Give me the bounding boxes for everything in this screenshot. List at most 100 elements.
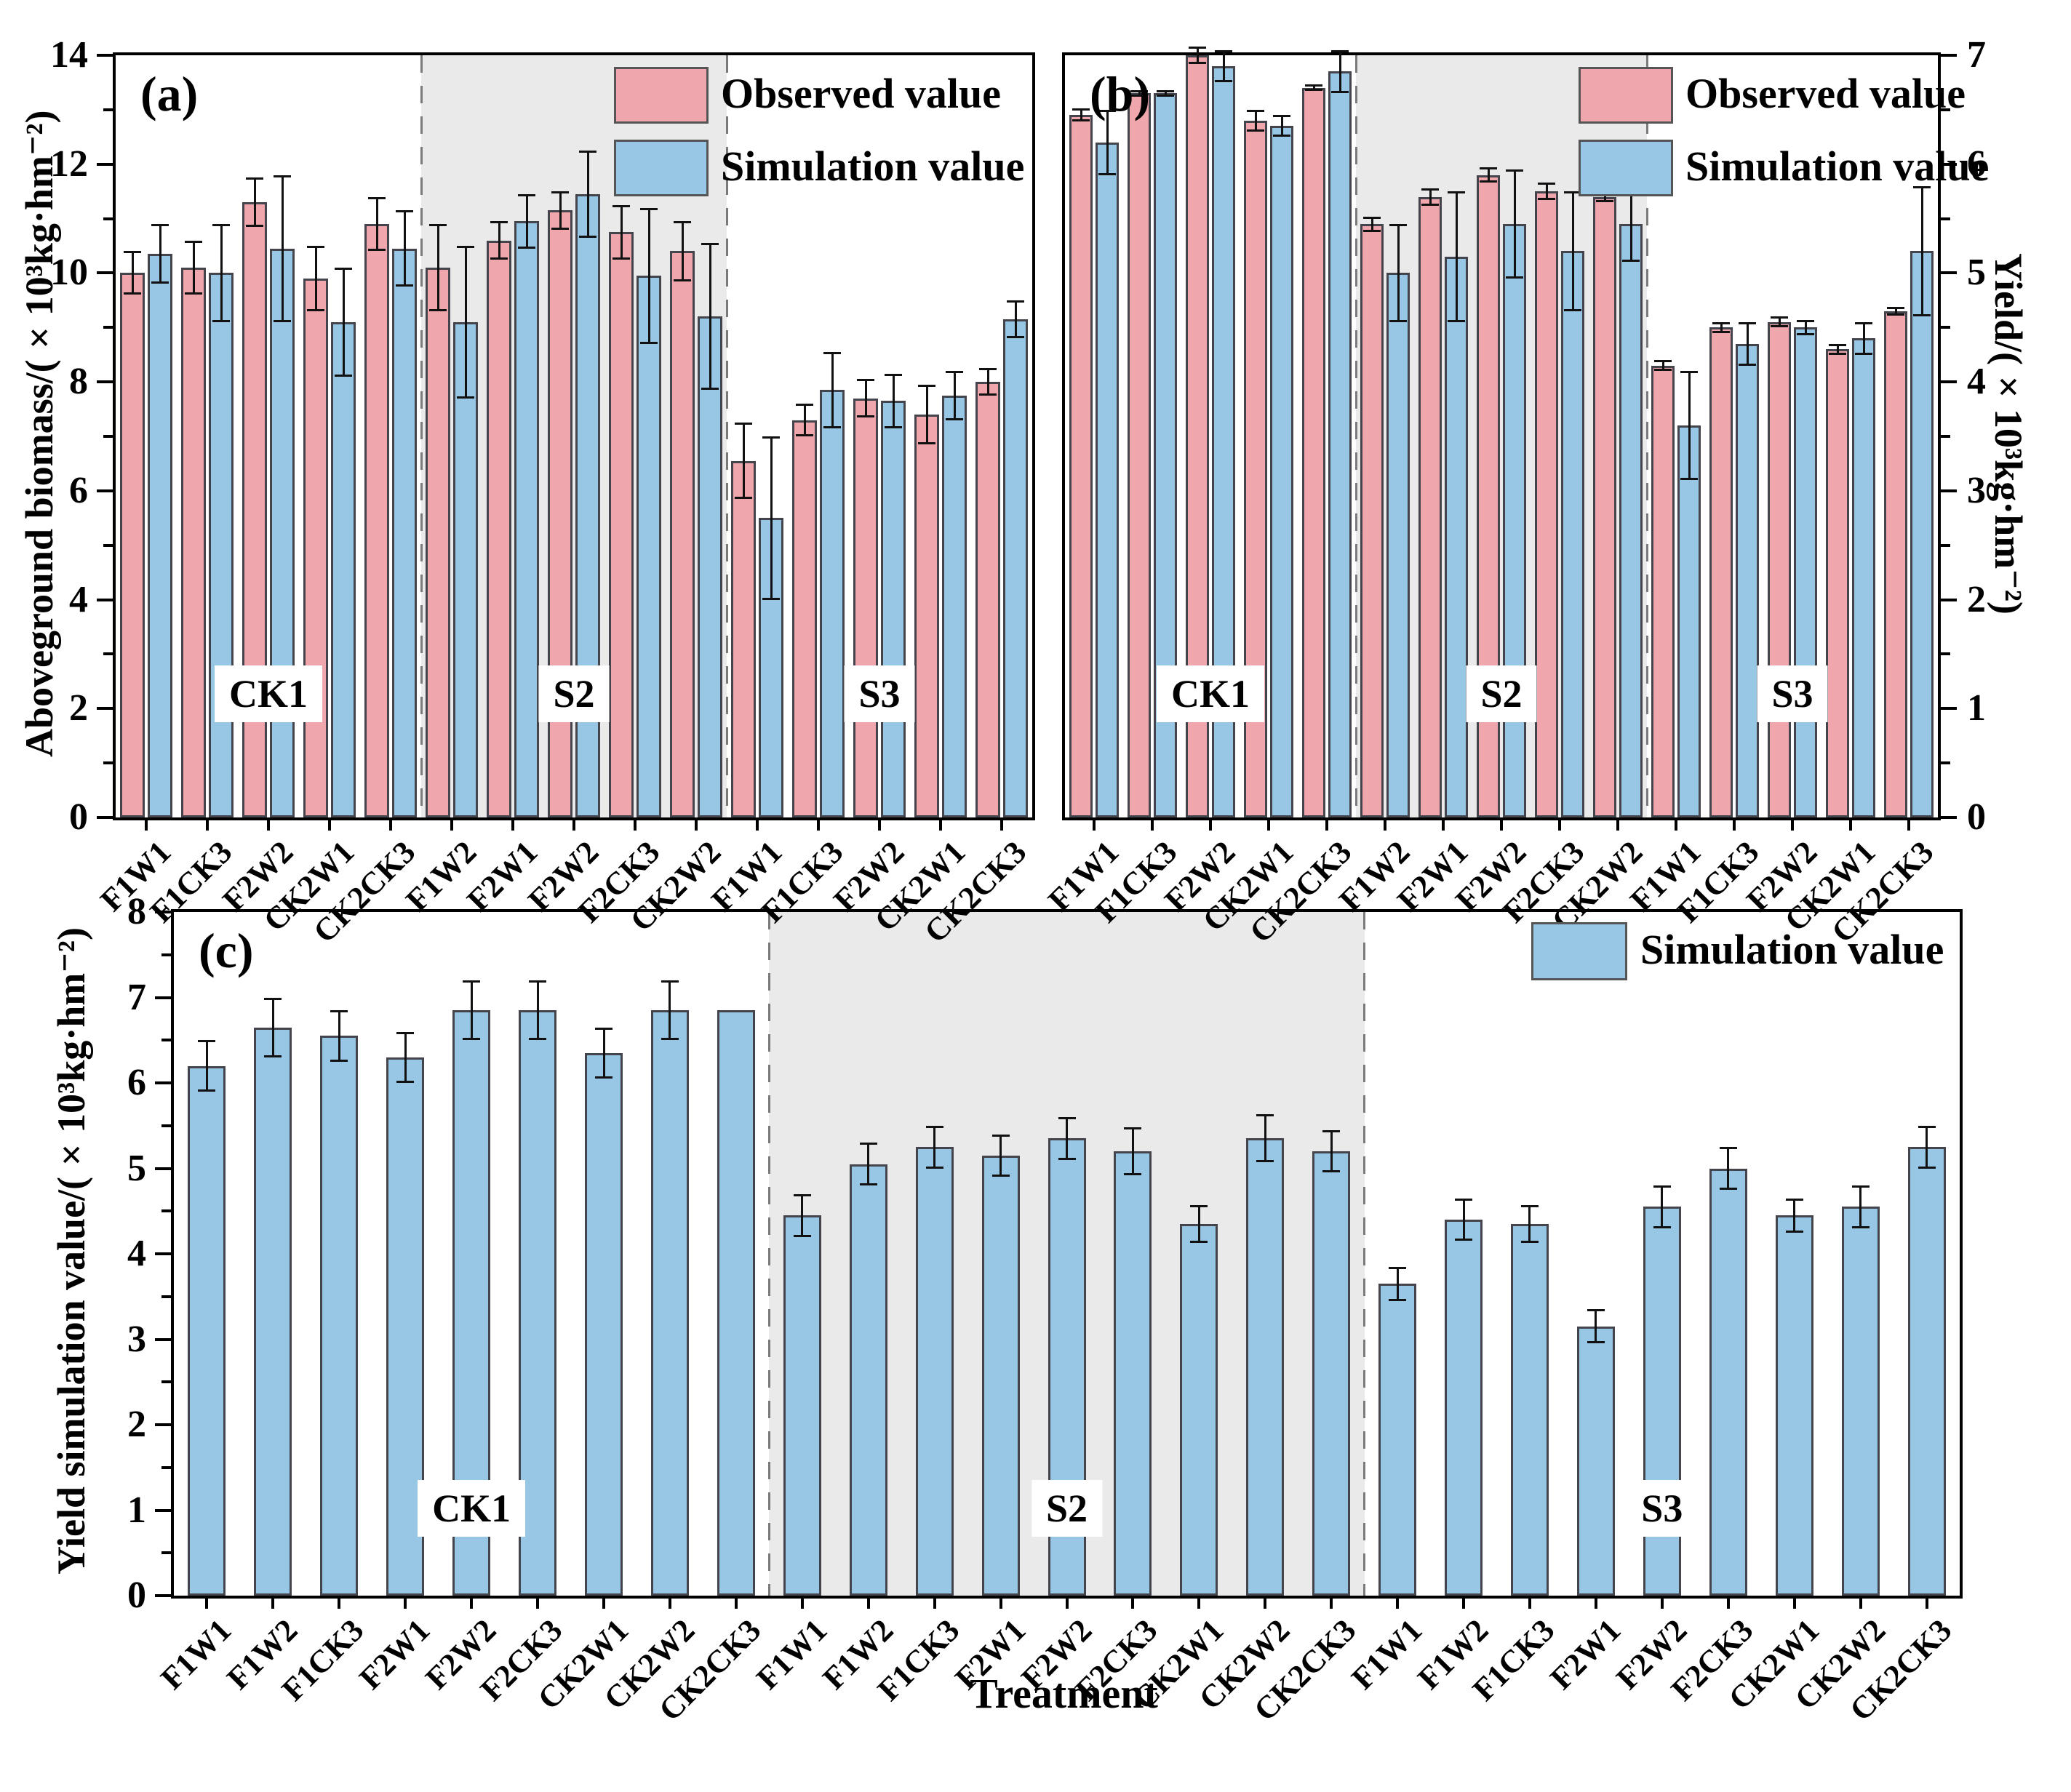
- error-bar-line: [1926, 1125, 1928, 1169]
- bar-simulation-S2-F1W2: [453, 321, 478, 817]
- y-tick-label-0: 0: [69, 796, 88, 838]
- error-bar-cap-top: [979, 368, 997, 371]
- error-bar-cap-bottom: [1247, 129, 1264, 132]
- group-separator: [725, 55, 728, 817]
- y-tick-label-2: 2: [69, 687, 88, 729]
- error-bar-cap-bottom: [1072, 119, 1090, 122]
- y-minor-tick: [1941, 435, 1950, 438]
- error-bar-cap-top: [457, 246, 474, 248]
- y-major-tick: [1941, 380, 1957, 384]
- x-tick-F2W2: [572, 820, 575, 831]
- legend-swatch-observed: [614, 67, 709, 124]
- y-major-tick: [97, 816, 113, 819]
- error-bar-cap-top: [1190, 1205, 1208, 1208]
- y-major-tick: [97, 707, 113, 711]
- error-bar-line: [192, 240, 195, 295]
- x-tick-F1W1: [800, 1599, 804, 1609]
- error-bar-cap-bottom: [1855, 352, 1872, 355]
- error-bar-cap-top: [1653, 1185, 1671, 1188]
- error-bar-cap-bottom: [335, 374, 352, 377]
- panel-b-letter: (b): [1090, 66, 1151, 121]
- x-tick-CK2W2: [668, 1599, 671, 1609]
- error-bar-cap-top: [1124, 1127, 1142, 1130]
- error-bar-line: [1595, 1309, 1597, 1344]
- bar-simulation-S3-CK2W2: [1841, 1207, 1880, 1596]
- error-bar-cap-bottom: [1190, 1240, 1208, 1243]
- bar-observed-S2-F2W1: [487, 240, 511, 817]
- bar-simulation-S2-F2CK3: [1114, 1151, 1152, 1596]
- error-bar-cap-bottom: [796, 434, 813, 436]
- error-bar-line: [498, 221, 500, 260]
- error-bar-cap-bottom: [264, 1055, 282, 1057]
- bar-simulation-S3-F2W1: [1576, 1326, 1615, 1596]
- x-tick-F2W2: [878, 820, 881, 831]
- error-bar-line: [1164, 89, 1167, 97]
- y-tick-label-4: 4: [1967, 361, 1986, 403]
- group-label-CK1: CK1: [418, 1480, 526, 1537]
- error-bar-line: [1487, 167, 1490, 183]
- error-bar-line: [1746, 321, 1749, 366]
- error-bar-line: [864, 379, 867, 417]
- error-bar-line: [436, 224, 439, 311]
- x-tick-F1W2: [1462, 1599, 1466, 1609]
- x-tick-F2W2: [1500, 820, 1503, 831]
- error-bar-cap-bottom: [529, 1038, 547, 1041]
- error-bar-line: [586, 151, 589, 238]
- error-bar-cap-top: [579, 151, 596, 153]
- error-bar-cap-top: [946, 371, 963, 374]
- panel-b-y-axis-title: Yield/(×10³kg·hm⁻²): [1987, 252, 2030, 615]
- bar-simulation-S2-F2W2: [575, 193, 600, 817]
- bar-simulation-S3-CK2W1: [1775, 1215, 1813, 1596]
- y-tick-label-12: 12: [50, 143, 88, 185]
- x-tick-F2W1: [1442, 820, 1445, 831]
- bar-observed-CK1-F1CK3: [181, 267, 206, 817]
- error-bar-cap-bottom: [1448, 319, 1465, 322]
- error-bar-cap-bottom: [1305, 89, 1322, 92]
- error-bar-cap-top: [335, 267, 352, 270]
- x-tick-CK2W1: [328, 820, 331, 831]
- x-tick-F1CK3: [1528, 1599, 1531, 1609]
- error-bar-cap-top: [918, 384, 935, 387]
- bar-simulation-S3-CK2CK3: [1003, 319, 1028, 817]
- x-tick-F2W2: [1791, 820, 1794, 831]
- error-bar-cap-bottom: [151, 281, 169, 284]
- error-bar-line: [525, 193, 528, 249]
- bar-simulation-CK1-CK2CK3: [717, 1010, 755, 1596]
- error-bar-cap-bottom: [1587, 1341, 1605, 1344]
- error-bar-cap-bottom: [1331, 91, 1349, 94]
- x-tick-CK2CK3: [389, 820, 392, 831]
- error-bar-cap-top: [674, 221, 691, 224]
- error-bar-cap-bottom: [1058, 1157, 1076, 1160]
- bar-observed-CK1-CK2CK3: [1302, 87, 1325, 817]
- error-bar-line: [205, 1040, 208, 1092]
- y-tick-label-7: 7: [127, 976, 146, 1018]
- bar-observed-S2-F2CK3: [609, 232, 634, 817]
- group-label-S3: S3: [1627, 1480, 1698, 1537]
- error-bar-cap-top: [1855, 321, 1872, 324]
- error-bar-line: [867, 1143, 870, 1185]
- y-minor-tick: [103, 435, 113, 438]
- error-bar-cap-top: [1712, 321, 1730, 324]
- bar-simulation-S2-F2W1: [1445, 256, 1468, 817]
- bar-simulation-S3-F2W2: [881, 401, 906, 817]
- error-bar-line: [1603, 191, 1606, 203]
- x-tick-F2W2: [1209, 820, 1212, 831]
- legend-label-observed: Observed value: [1685, 70, 1966, 117]
- error-bar-line: [338, 1010, 340, 1062]
- error-bar-cap-bottom: [307, 308, 324, 311]
- error-bar-cap-top: [793, 1193, 811, 1196]
- y-minor-tick: [161, 1380, 171, 1384]
- error-bar-line: [925, 384, 928, 445]
- error-bar-cap-top: [1448, 191, 1465, 194]
- error-bar-cap-bottom: [1887, 313, 1904, 316]
- group-separator: [1354, 55, 1357, 817]
- x-tick-CK2W1: [602, 1599, 606, 1609]
- y-minor-tick: [103, 217, 113, 220]
- bar-observed-S3-F2W2: [1768, 321, 1791, 817]
- error-bar-cap-top: [1771, 316, 1788, 319]
- panel-b: (b) CK1 F1W1 F1CK3 F2W2 CK2W1 CK2CK3 S2 F1W2 F2W…: [1041, 35, 1989, 950]
- y-minor-tick: [1941, 543, 1950, 547]
- error-bar-line: [271, 997, 274, 1057]
- error-bar-cap-bottom: [735, 497, 752, 500]
- x-tick-CK2W1: [1792, 1599, 1796, 1609]
